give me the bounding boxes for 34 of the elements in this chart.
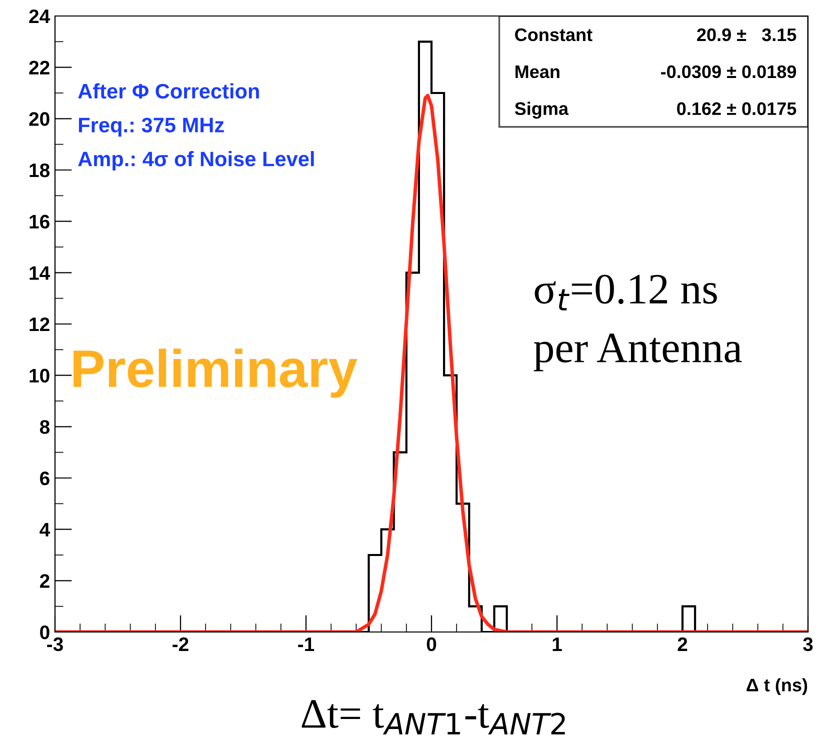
y-tick-label: 20 <box>29 112 50 126</box>
y-tick-label: 6 <box>40 471 50 486</box>
annotation: Freq.: 375 MHz <box>78 118 224 137</box>
y-tick-label: 4 <box>40 523 50 536</box>
y-tick-label: 22 <box>29 60 50 74</box>
y-tick-label: 0 <box>40 625 50 640</box>
text: Δt= t$_{ANT1}$-t$_{ANT2}$ <box>302 700 565 734</box>
x-tick-label: -3 <box>47 637 63 652</box>
y-tick-label: 10 <box>30 368 50 383</box>
annotation: -0.0309 ± 0.0189 <box>661 65 796 78</box>
x-tick-label: 3 <box>803 637 813 652</box>
y-tick-label: 12 <box>30 317 50 332</box>
y-tick-label: 24 <box>29 9 50 24</box>
y-tick-label: 14 <box>30 266 50 280</box>
annotation: Amp.: 4σ of Noise Level <box>78 151 314 170</box>
annotation: 20.9 ± 3.15 <box>697 28 796 42</box>
annotation: per Antenna <box>534 334 742 372</box>
annotation: Preliminary <box>74 348 358 398</box>
x-tick-label: 2 <box>678 637 688 651</box>
y-tick-label: 2 <box>40 574 50 588</box>
x-tick-label: -1 <box>298 638 314 651</box>
y-tick-label: 8 <box>40 420 50 434</box>
y-tick-label: 18 <box>30 163 50 178</box>
annotation: 0.162 ± 0.0175 <box>677 102 796 116</box>
x-axis-title: Δ t (ns) <box>746 678 808 696</box>
x-tick-label: 1 <box>552 638 562 651</box>
annotation: Constant <box>515 28 592 42</box>
y-tick-label: 16 <box>30 214 50 229</box>
annotation: After Φ Correction <box>78 83 259 99</box>
x-tick-label: 0 <box>426 637 436 652</box>
x-tick-label: -2 <box>172 637 188 651</box>
annotation: Sigma <box>514 102 569 119</box>
annotation: Mean <box>516 66 560 78</box>
annotation: σ$_{t}$=0.12 ns <box>534 274 717 310</box>
